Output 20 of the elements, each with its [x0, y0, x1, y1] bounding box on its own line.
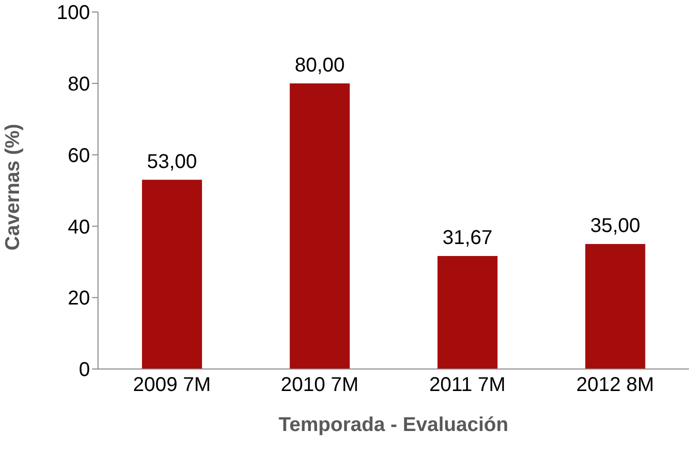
bar [438, 256, 498, 369]
data-label: 35,00 [590, 215, 640, 238]
y-axis-title: Cavernas (%) [2, 124, 24, 250]
x-axis-title: Temporada - Evaluación [278, 414, 508, 436]
y-tick-label: 20 [68, 288, 90, 310]
y-tick-label: 0 [78, 359, 90, 382]
y-tick-label: 100 [56, 2, 90, 24]
bar [290, 83, 350, 369]
x-tick-label: 2009 7M [132, 374, 211, 396]
bar [585, 244, 646, 369]
x-tick-label: 2012 8M [576, 374, 654, 396]
y-tick-label: 40 [68, 216, 90, 238]
x-tick-label: 2011 7M [429, 374, 506, 396]
y-tick-label: 80 [68, 74, 90, 96]
y-tick-label: 60 [68, 144, 90, 167]
data-label: 53,00 [146, 150, 198, 173]
data-label: 80,00 [294, 54, 345, 76]
bar [142, 180, 202, 369]
data-label: 31,67 [442, 226, 493, 249]
x-tick-label: 2010 7M [280, 374, 359, 396]
